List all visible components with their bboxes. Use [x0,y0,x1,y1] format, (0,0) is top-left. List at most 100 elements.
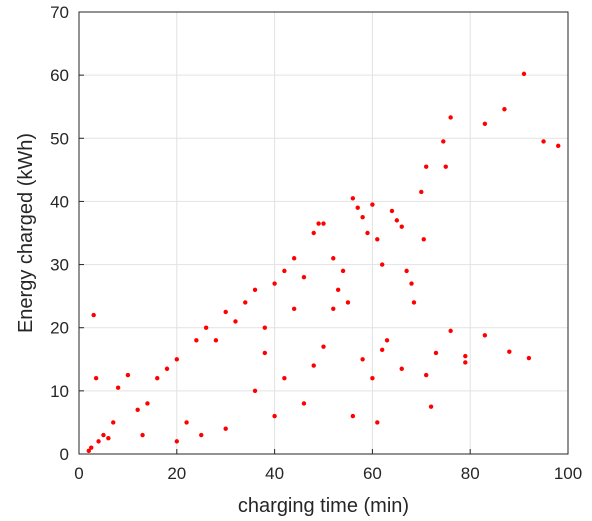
data-point [384,338,390,343]
y-tick-label: 30 [50,256,69,275]
y-tick-label: 40 [50,192,69,211]
y-tick-label: 10 [50,382,69,401]
x-tick-label: 40 [265,464,284,483]
data-point [350,413,356,419]
data-point [379,262,385,267]
data-point [311,363,316,368]
data-point [419,189,424,195]
y-tick-label: 50 [50,129,69,148]
data-point [556,143,561,149]
data-point [463,353,468,359]
data-point [272,281,277,286]
data-point [331,306,336,311]
data-point [272,413,277,419]
data-point [335,287,341,293]
data-point [252,388,258,394]
data-point [243,300,248,305]
data-point [111,420,116,425]
data-point [316,221,321,226]
x-tick-label: 100 [554,464,582,483]
y-tick-label: 60 [50,66,69,85]
data-point [404,268,409,274]
data-point [379,347,385,353]
data-point [375,237,380,242]
data-point [135,407,140,412]
data-point [399,224,404,229]
x-axis-ticks: 0 20 40 60 80 100 [74,449,582,483]
data-point [507,349,512,354]
data-point [443,164,448,169]
y-tick-label: 0 [60,445,69,464]
data-point [174,357,179,362]
y-axis-label: Energy charged (kWh) [15,133,37,333]
data-point [448,328,453,334]
data-point [282,376,287,381]
data-point [350,196,356,201]
y-tick-label: 70 [50,3,69,22]
data-point [360,215,365,220]
data-point [223,426,228,431]
data-point [321,221,326,226]
data-point [394,218,400,223]
data-point [184,420,189,425]
data-point [101,432,106,438]
data-point [421,237,426,242]
data-point [125,372,131,378]
data-point [233,319,238,324]
data-point [441,139,446,144]
data-point [355,205,360,210]
x-tick-label: 80 [461,464,480,483]
data-point [433,350,439,356]
data-point [96,439,101,444]
data-point [86,448,91,454]
data-point [301,401,307,406]
x-tick-label: 20 [167,464,186,483]
data-point [223,309,228,315]
data-point [482,121,488,126]
data-point [174,439,179,444]
x-axis-label: charging time (min) [238,495,409,517]
data-point [291,306,297,311]
data-point [91,312,96,318]
data-point [262,325,268,330]
data-point [145,401,150,406]
data-point [331,256,336,261]
data-point [423,372,429,378]
y-tick-label: 20 [50,319,69,338]
data-point [203,325,209,330]
y-axis-ticks: 0 10 20 30 40 50 60 70 [50,3,84,464]
data-point [252,287,258,293]
data-point [428,404,434,409]
data-point [140,432,145,438]
data-point [423,164,429,169]
data-point [282,268,287,274]
x-tick-label: 0 [74,464,83,483]
data-point [340,268,346,274]
data-point [106,436,111,441]
data-point [311,230,316,236]
data-point [370,376,375,381]
data-point [541,139,546,144]
data-point [115,385,121,390]
plot-frame [78,11,569,455]
data-points [86,71,561,454]
data-point [365,230,370,236]
x-tick-label: 60 [363,464,382,483]
data-point [526,355,532,361]
data-point [321,344,326,349]
grid [78,11,569,455]
data-point [448,115,453,120]
data-point [301,275,307,280]
data-point [213,338,219,343]
data-point [194,338,199,343]
data-point [291,256,297,261]
data-point [521,71,527,77]
data-point [93,376,99,381]
data-point [164,366,170,371]
data-point [155,376,160,381]
data-point [399,366,404,371]
data-point [463,360,468,365]
data-point [345,300,351,305]
data-point [360,357,365,362]
